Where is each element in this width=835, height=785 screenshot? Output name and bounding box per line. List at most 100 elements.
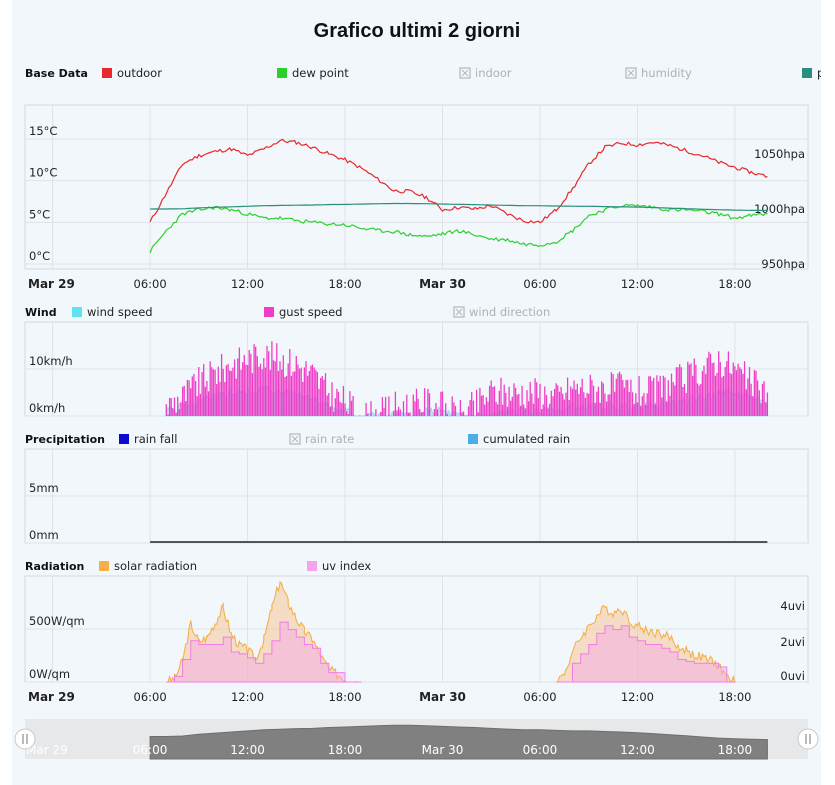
- legend-item-outdoor[interactable]: outdoor: [102, 66, 162, 80]
- x-axis: Mar 29 06:00 12:00 18:00 Mar 30 06:00 12:00 18:…: [28, 690, 751, 704]
- y-tick-label: 0°C: [29, 249, 50, 263]
- x-tick-label: 18:00: [328, 690, 361, 704]
- x-tick-label: 18:00: [718, 277, 751, 291]
- navigator-tick-label: 12:00: [620, 743, 655, 757]
- legend-label: rain rate: [305, 432, 354, 446]
- legend-label: wind speed: [87, 305, 153, 319]
- legend-label: rain fall: [134, 432, 177, 446]
- series-gust-speed[interactable]: [165, 341, 769, 416]
- panel-title: Base Data: [25, 67, 88, 80]
- legend-label: humidity: [641, 66, 692, 80]
- x-tick-label: 06:00: [523, 277, 556, 291]
- legend-label: outdoor: [117, 66, 162, 80]
- panel-title: Radiation: [25, 560, 84, 573]
- legend-swatch: [264, 307, 274, 317]
- y-tick-label: 10km/h: [29, 354, 73, 368]
- y-tick-label: 5°C: [29, 207, 50, 221]
- navigator-handle-left[interactable]: [14, 728, 36, 750]
- panel-base-data: Base Data outdoor dew point indoor humidity p…: [24, 66, 821, 271]
- y-tick-label: 10°C: [29, 166, 57, 180]
- legend-item-rain-rate[interactable]: rain rate: [289, 432, 354, 446]
- legend-swatch: [468, 434, 478, 444]
- legend-item-wind-direction[interactable]: wind direction: [453, 305, 550, 319]
- chart-title: Grafico ultimi 2 giorni: [314, 20, 521, 42]
- legend-label: wind direction: [469, 305, 550, 319]
- legend-item-indoor[interactable]: indoor: [459, 66, 512, 80]
- y-tick-label: 500W/qm: [29, 614, 85, 628]
- legend-item-wind-speed[interactable]: wind speed: [72, 305, 153, 319]
- navigator-tick-label: 06:00: [523, 743, 558, 757]
- y2-tick-label: 1050hpa: [754, 147, 805, 161]
- panel-wind: Wind wind speed gust speed wind direction 0k…: [24, 305, 809, 417]
- series-uv-index[interactable]: [166, 621, 362, 683]
- x-tick-label: 06:00: [523, 690, 556, 704]
- x-tick-label: 12:00: [621, 277, 654, 291]
- navigator-series: [149, 724, 768, 760]
- legend-swatch: [307, 561, 317, 571]
- series-pressure[interactable]: [150, 202, 768, 212]
- legend-swatch: [72, 307, 82, 317]
- legend-item-rain-fall[interactable]: rain fall: [119, 432, 177, 446]
- legend-item-cumulated-rain[interactable]: cumulated rain: [468, 432, 570, 446]
- y2-tick-label: 4uvi: [780, 599, 805, 613]
- panel-title: Precipitation: [25, 433, 105, 446]
- series-solar-radiation[interactable]: [166, 580, 362, 683]
- navigator-tick-label: 18:00: [328, 743, 363, 757]
- x-axis: Mar 29 06:00 12:00 18:00 Mar 30 06:00 12:00 18:…: [28, 277, 751, 291]
- navigator-tick-label: Mar 29: [26, 743, 68, 757]
- y2-tick-label: 1000hpa: [754, 202, 805, 216]
- x-tick-label: Mar 30: [419, 277, 466, 291]
- series-uv-index[interactable]: [556, 625, 735, 683]
- navigator-tick-label: 12:00: [230, 743, 265, 757]
- x-tick-label: 12:00: [621, 690, 654, 704]
- legend-swatch: [119, 434, 129, 444]
- series-outdoor[interactable]: [149, 138, 768, 224]
- x-tick-label: 06:00: [134, 690, 167, 704]
- legend-label: indoor: [475, 66, 512, 80]
- navigator-handle-right[interactable]: [797, 728, 819, 750]
- y-tick-label: 0km/h: [29, 401, 65, 415]
- panel-precipitation: Precipitation rain fall rain rate cumulated…: [24, 432, 809, 544]
- x-tick-label: Mar 30: [419, 690, 466, 704]
- x-tick-label: Mar 29: [28, 690, 75, 704]
- legend-label: solar radiation: [114, 559, 197, 573]
- chart-container: Grafico ultimi 2 giorni Base Data outdoor…: [12, 0, 821, 785]
- y-tick-label: 15°C: [29, 124, 57, 138]
- y-tick-label: 0mm: [29, 528, 59, 542]
- y2-tick-label: 950hpa: [761, 257, 805, 271]
- series-dew-point[interactable]: [149, 203, 768, 254]
- legend-item-uv-index[interactable]: uv index: [307, 559, 371, 573]
- y2-tick-label: 0uvi: [780, 669, 805, 683]
- legend-label: cumulated rain: [483, 432, 570, 446]
- legend-label: uv index: [322, 559, 371, 573]
- legend-swatch: [277, 68, 287, 78]
- navigator-tick-label: 06:00: [133, 743, 168, 757]
- legend-swatch: [99, 561, 109, 571]
- legend-swatch-disabled: [289, 433, 301, 445]
- navigator-tick-label: 18:00: [718, 743, 753, 757]
- weather-chart: Grafico ultimi 2 giorni Base Data outdoor…: [14, 20, 821, 760]
- panel-title: Wind: [25, 306, 57, 319]
- legend-item-pressure[interactable]: pressure: [802, 66, 821, 80]
- legend-item-solar-radiation[interactable]: solar radiation: [99, 559, 197, 573]
- legend-swatch-disabled: [625, 67, 637, 79]
- legend-swatch-disabled: [453, 306, 465, 318]
- legend-label: dew point: [292, 66, 349, 80]
- x-tick-label: 18:00: [718, 690, 751, 704]
- y2-tick-label: 2uvi: [780, 635, 805, 649]
- legend-swatch: [802, 68, 812, 78]
- legend-item-dew-point[interactable]: dew point: [277, 66, 349, 80]
- panel-radiation: Radiation solar radiation uv index 0W/qm 500…: [24, 559, 809, 683]
- legend-label: gust speed: [279, 305, 343, 319]
- y-tick-label: 5mm: [29, 481, 59, 495]
- legend-item-gust-speed[interactable]: gust speed: [264, 305, 343, 319]
- x-tick-label: 06:00: [134, 277, 167, 291]
- legend-item-humidity[interactable]: humidity: [625, 66, 692, 80]
- y-tick-label: 0W/qm: [29, 667, 70, 681]
- navigator[interactable]: Mar 29 06:00 12:00 18:00 Mar 30 06:00 12:00 18:…: [14, 719, 819, 760]
- navigator-tick-label: Mar 30: [422, 743, 464, 757]
- x-tick-label: Mar 29: [28, 277, 75, 291]
- plot-area: [24, 104, 809, 270]
- legend-swatch: [102, 68, 112, 78]
- legend-label: pressure: [817, 66, 821, 80]
